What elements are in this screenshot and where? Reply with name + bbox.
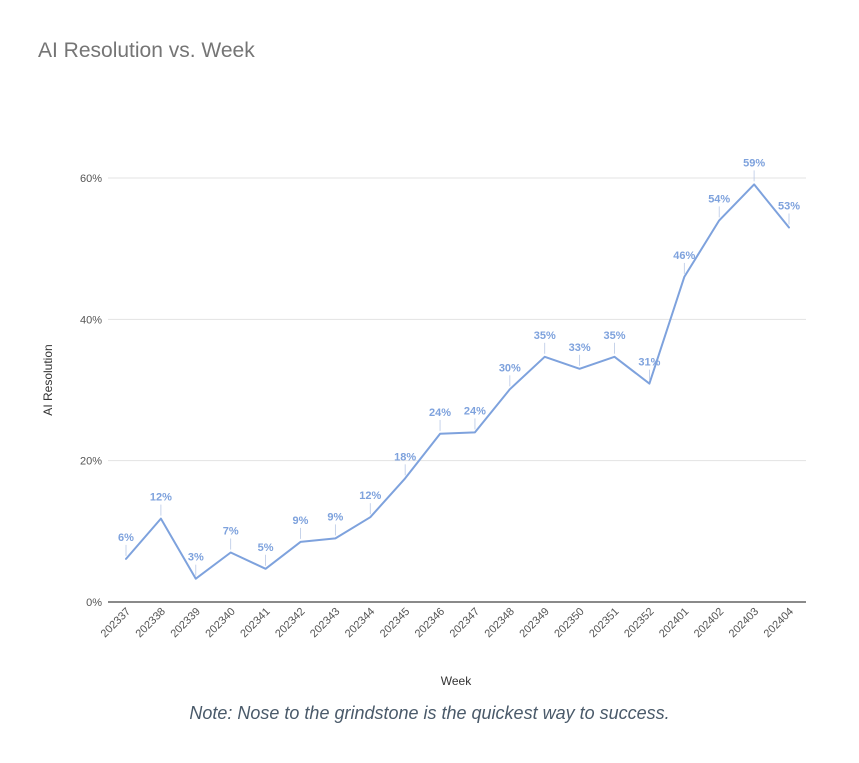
x-tick-label: 202340 xyxy=(203,606,237,640)
x-tick-label: 202351 xyxy=(587,606,621,640)
x-tick-label: 202342 xyxy=(273,606,307,640)
data-label: 24% xyxy=(429,407,451,419)
data-label: 33% xyxy=(569,342,591,354)
x-tick-label: 202348 xyxy=(483,606,517,640)
data-label: 35% xyxy=(604,330,626,342)
data-label: 7% xyxy=(223,526,239,538)
data-label: 12% xyxy=(359,490,381,502)
x-tick-label: 202404 xyxy=(762,606,796,640)
data-label: 35% xyxy=(534,330,556,342)
x-tick-label: 202401 xyxy=(657,606,691,640)
series-layer xyxy=(125,183,790,580)
data-label: 53% xyxy=(778,200,800,212)
x-tick-label: 202343 xyxy=(308,606,342,640)
grid-lines xyxy=(108,177,806,603)
data-label: 5% xyxy=(258,542,274,554)
x-tick-label: 202344 xyxy=(343,606,377,640)
x-tick-label: 202347 xyxy=(448,606,482,640)
y-axis-ticks: 0% 20% 40% 60% xyxy=(80,173,102,609)
data-label: 9% xyxy=(293,515,309,527)
y-axis-label: AI Resolution xyxy=(41,344,55,415)
y-tick-label: 0% xyxy=(86,597,102,609)
data-label: 18% xyxy=(394,451,416,463)
x-tick-label: 202345 xyxy=(378,606,412,640)
x-axis-ticks: 202337 202338 202339 202340 202341 202342 2023… xyxy=(99,606,796,640)
data-label: 30% xyxy=(499,362,521,374)
chart-title: AI Resolution vs. Week xyxy=(38,39,255,62)
x-tick-label: 202337 xyxy=(99,606,133,640)
data-label: 12% xyxy=(150,492,172,504)
x-tick-label: 202349 xyxy=(517,606,551,640)
x-tick-label: 202338 xyxy=(134,606,168,640)
x-tick-label: 202341 xyxy=(238,606,272,640)
x-tick-label: 202350 xyxy=(552,606,586,640)
data-label: 46% xyxy=(673,250,695,262)
chart-note: Note: Nose to the grindstone is the quic… xyxy=(189,703,670,723)
x-tick-label: 202339 xyxy=(168,606,202,640)
x-tick-label: 202352 xyxy=(622,606,656,640)
data-label: 9% xyxy=(327,511,343,523)
x-axis-label: Week xyxy=(441,674,472,688)
y-tick-label: 20% xyxy=(80,456,102,468)
data-label: 3% xyxy=(188,552,204,564)
x-tick-label: 202402 xyxy=(692,606,726,640)
series-line-ai-resolution xyxy=(125,183,790,580)
data-label: 59% xyxy=(743,157,765,169)
data-label: 6% xyxy=(118,532,134,544)
x-tick-label: 202403 xyxy=(727,606,761,640)
data-labels: 6% 12% 3% 7% 5% 9% 9% 12% 18% 24% 24% 30% 35% 33% 35% 3… xyxy=(118,157,800,576)
y-tick-label: 40% xyxy=(80,314,102,326)
data-label: 31% xyxy=(638,357,660,369)
line-chart: AI Resolution vs. Week 0% 20% 40% 60% 20233… xyxy=(38,39,806,688)
data-label: 24% xyxy=(464,405,486,417)
x-tick-label: 202346 xyxy=(413,606,447,640)
y-tick-label: 60% xyxy=(80,173,102,185)
data-label: 54% xyxy=(708,193,730,205)
